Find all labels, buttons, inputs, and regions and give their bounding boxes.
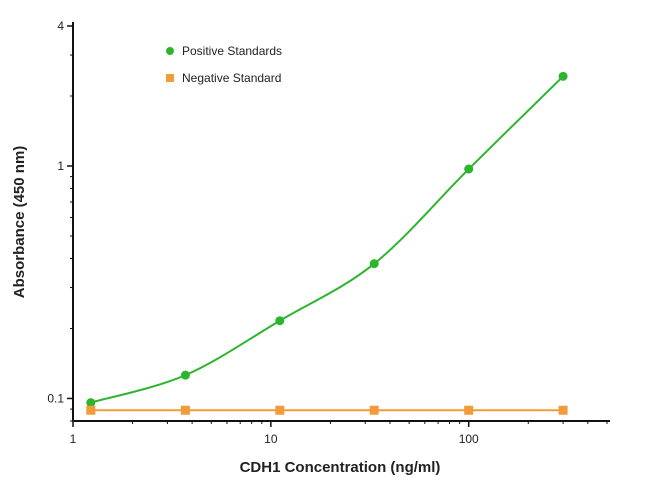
data-point-negative [275, 405, 285, 415]
data-point-positive [275, 316, 285, 326]
data-point-negative [558, 405, 568, 415]
legend-marker-positive [166, 47, 174, 55]
legend-label-positive: Positive Standards [182, 44, 282, 58]
data-point-positive [558, 71, 568, 81]
axes: 1 10 100 0.1 1 4 [47, 19, 610, 446]
series-line-0 [90, 75, 564, 404]
x-axis-label: CDH1 Concentration (ng/ml) [240, 459, 441, 476]
data-point-positive [369, 259, 379, 269]
legend-item-positive: Positive Standards [166, 44, 282, 58]
data-point-positive [180, 370, 190, 380]
data-point-positive [86, 398, 96, 408]
y-tick-label: 0.1 [47, 391, 64, 405]
data-point-negative [369, 405, 379, 415]
data-point-negative [86, 405, 96, 415]
data-point-negative [180, 405, 190, 415]
y-axis-label: Absorbance (450 nm) [11, 146, 28, 299]
legend-item-negative: Negative Standard [166, 71, 281, 85]
y-tick-label: 4 [57, 19, 64, 33]
x-tick-label: 100 [459, 432, 479, 446]
data-point-negative [464, 405, 474, 415]
x-tick-label: 1 [70, 432, 77, 446]
legend: Positive Standards Negative Standard [166, 44, 282, 85]
y-tick-label: 1 [57, 159, 64, 173]
data-point-positive [464, 164, 474, 174]
x-tick-label: 10 [264, 432, 278, 446]
legend-marker-negative [166, 74, 174, 82]
legend-label-negative: Negative Standard [182, 71, 281, 85]
marks [86, 71, 568, 415]
